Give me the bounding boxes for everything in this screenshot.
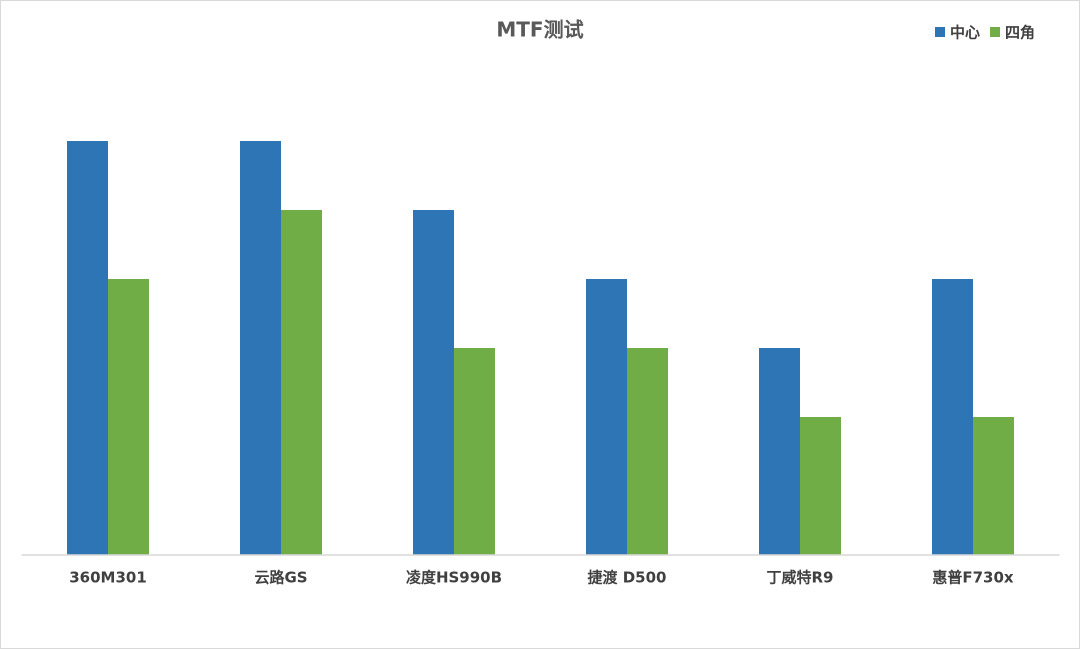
bar bbox=[627, 348, 668, 555]
bar bbox=[973, 417, 1014, 555]
legend-swatch bbox=[935, 27, 945, 37]
x-tick-label: 捷渡 D500 bbox=[588, 569, 667, 587]
legend-swatch bbox=[990, 27, 1001, 37]
bar bbox=[281, 210, 322, 555]
bar bbox=[454, 348, 495, 555]
x-tick-label: 丁威特R9 bbox=[767, 569, 834, 587]
x-tick-label: 凌度HS990B bbox=[406, 569, 502, 587]
bar bbox=[413, 210, 454, 555]
x-tick-label: 云路GS bbox=[254, 569, 307, 587]
bar bbox=[67, 141, 108, 555]
bar bbox=[108, 279, 149, 555]
legend-label: 四角 bbox=[1005, 24, 1035, 42]
bar bbox=[932, 279, 973, 555]
bar bbox=[240, 141, 281, 555]
x-tick-label: 惠普F730x bbox=[932, 569, 1014, 587]
bar bbox=[586, 279, 627, 555]
bar bbox=[800, 417, 841, 555]
chart-title: MTF测试 bbox=[496, 18, 583, 42]
legend-label: 中心 bbox=[950, 24, 980, 42]
x-tick-label: 360M301 bbox=[69, 569, 147, 587]
bar bbox=[759, 348, 800, 555]
